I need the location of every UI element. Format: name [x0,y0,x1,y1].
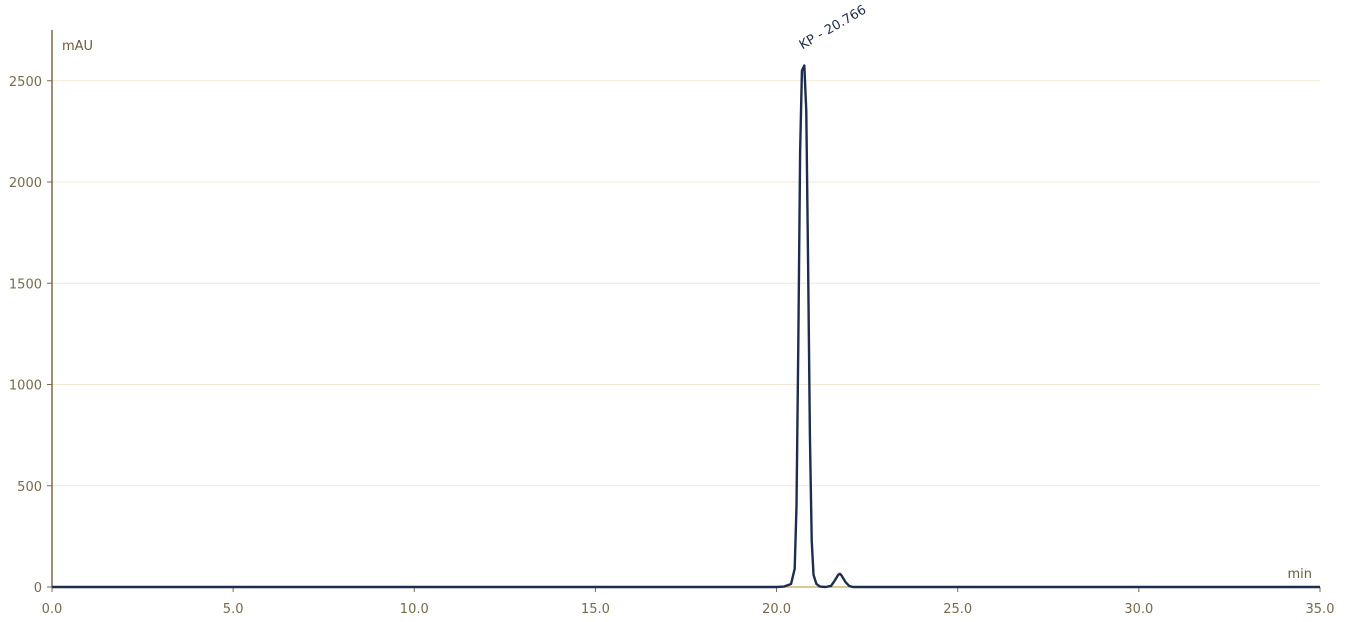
x-tick-label: 10.0 [400,602,429,617]
grid-lines [52,80,1320,487]
x-tick-label: 5.0 [223,602,244,617]
x-tick-label: 25.0 [943,602,972,617]
y-tick-label: 2500 [9,75,42,90]
x-tick-label: 15.0 [581,602,610,617]
trace [52,64,1320,589]
y-tick-label: 2000 [9,176,42,191]
axes [47,30,1321,592]
x-tick-label: 35.0 [1306,602,1335,617]
x-axis-unit-label: min [1287,567,1312,582]
annotations: KP - 20.766 [797,3,869,53]
chromatogram-trace [52,64,1320,589]
x-tick-label: 20.0 [762,602,791,617]
peak-label: KP - 20.766 [797,3,869,53]
x-tick-label: 0.0 [42,602,63,617]
x-tick-label: 30.0 [1124,602,1153,617]
y-tick-label: 0 [34,581,42,596]
tick-labels: 0 500 1000 1500 2000 2500 0.0 5.0 10.0 15.0 20.0 25… [9,75,1335,617]
y-tick-label: 500 [17,480,42,495]
y-axis-unit-label: mAU [62,39,93,54]
y-tick-label: 1500 [9,277,42,292]
y-tick-label: 1000 [9,379,42,394]
